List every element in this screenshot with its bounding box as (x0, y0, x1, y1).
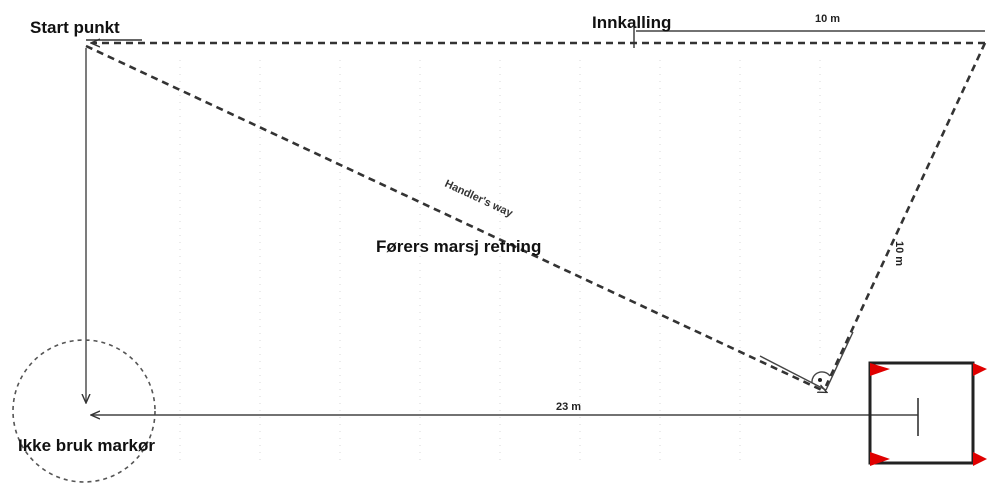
right-dashed-path (824, 42, 987, 387)
no-marker-label: Ikke bruk markør (18, 436, 155, 455)
handler-dashed-path (85, 44, 826, 394)
flag-icon (973, 452, 987, 466)
flag-icon (870, 452, 890, 466)
flag-icon (870, 363, 890, 376)
field-grid (179, 60, 821, 460)
bottom-distance-label: 23 m (556, 401, 581, 413)
diagonal-distance-label: 10 m (893, 241, 905, 266)
right-angle-marker (759, 331, 854, 391)
start-point-label: Start punkt (30, 18, 120, 37)
top-distance-label: 10 m (815, 13, 840, 25)
recall-label: Innkalling (592, 13, 671, 32)
no-marker-circle (12, 339, 156, 483)
flag-icon (973, 363, 987, 376)
square-box (868, 361, 987, 466)
handler-direction-label: Førers marsj retning (376, 237, 541, 256)
handlers-way-label: Handler's way (443, 178, 516, 220)
